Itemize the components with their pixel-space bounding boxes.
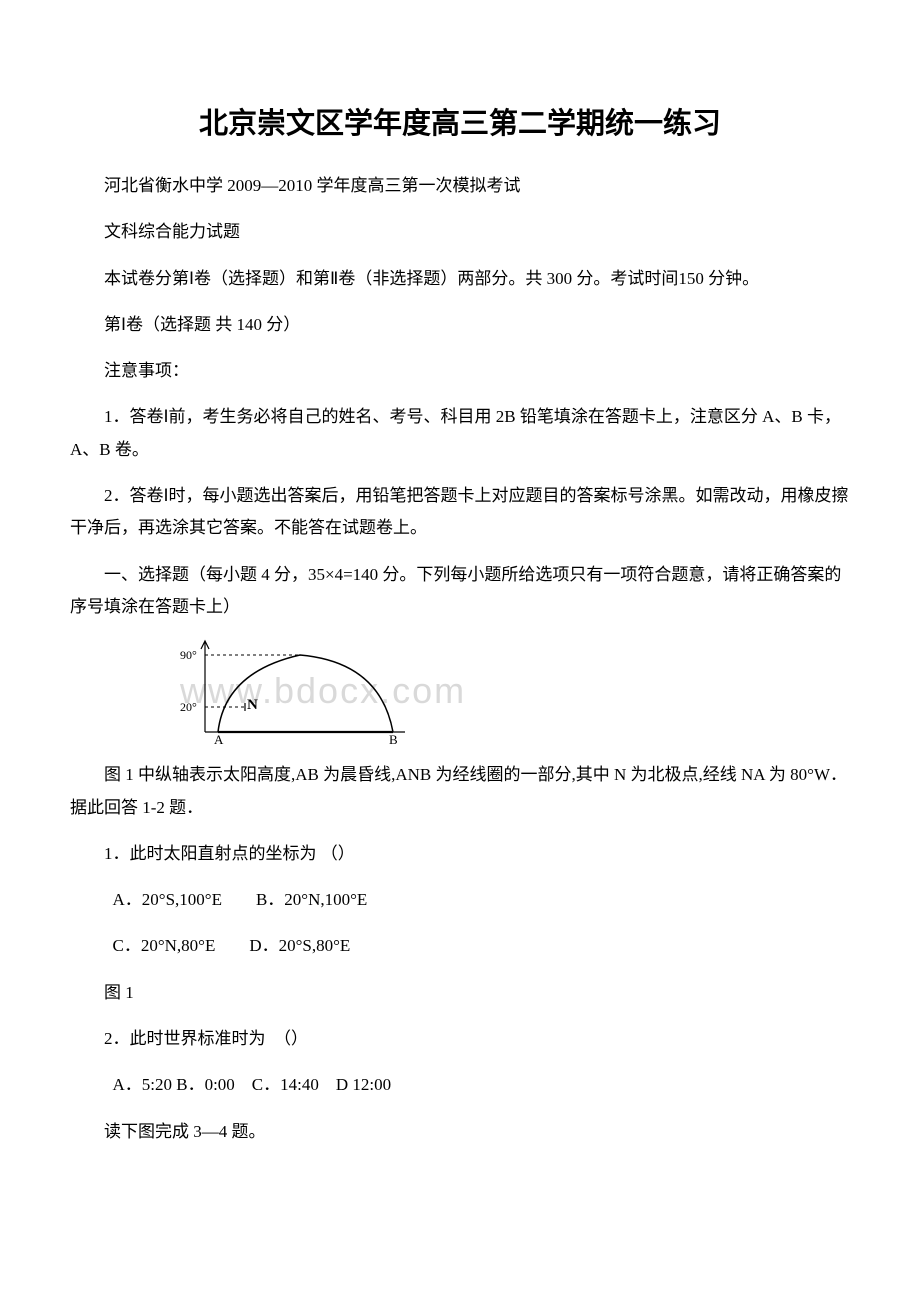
next-instruction: 读下图完成 3—4 题。	[70, 1116, 850, 1148]
figure-description: 图 1 中纵轴表示太阳高度,AB 为晨昏线,ANB 为经线圈的一部分,其中 N …	[70, 759, 850, 824]
point-a-label: A	[214, 732, 224, 747]
figure-label: 图 1	[70, 977, 850, 1009]
notice-one: 1．答卷Ⅰ前，考生务必将自己的姓名、考号、科目用 2B 铅笔填涂在答题卡上，注意…	[70, 401, 850, 466]
question-two: 2．此时世界标准时为 （）	[70, 1023, 850, 1055]
y-label-90: 90°	[180, 648, 197, 662]
page-title: 北京崇文区学年度高三第二学期统一练习	[70, 100, 850, 142]
notice-two: 2．答卷Ⅰ时，每小题选出答案后，用铅笔把答题卡上对应题目的答案标号涂黑。如需改动…	[70, 480, 850, 545]
figure-one-diagram: 90° 20° N A B	[150, 637, 430, 747]
intro-paragraph: 本试卷分第Ⅰ卷（选择题）和第Ⅱ卷（非选择题）两部分。共 300 分。考试时间15…	[70, 263, 850, 295]
question-one: 1．此时太阳直射点的坐标为 （）	[70, 838, 850, 870]
source-line: 河北省衡水中学 2009—2010 学年度高三第一次模拟考试	[70, 170, 850, 202]
subject-line: 文科综合能力试题	[70, 216, 850, 248]
question-one-options-row2: C．20°N,80°E D．20°S,80°E	[70, 930, 850, 962]
question-two-options: A．5:20 B．0:00 C．14:40 D 12:00	[70, 1069, 850, 1101]
question-one-options-row1: A．20°S,100°E B．20°N,100°E	[70, 884, 850, 916]
y-label-20: 20°	[180, 700, 197, 714]
point-n-label: N	[247, 697, 258, 713]
document-content: 北京崇文区学年度高三第二学期统一练习 河北省衡水中学 2009—2010 学年度…	[70, 100, 850, 1148]
notice-header: 注意事项：	[70, 355, 850, 387]
section-one-header: 第Ⅰ卷（选择题 共 140 分）	[70, 309, 850, 341]
choice-section-header: 一、选择题（每小题 4 分，35×4=140 分。下列每小题所给选项只有一项符合…	[70, 559, 850, 624]
point-b-label: B	[389, 732, 398, 747]
